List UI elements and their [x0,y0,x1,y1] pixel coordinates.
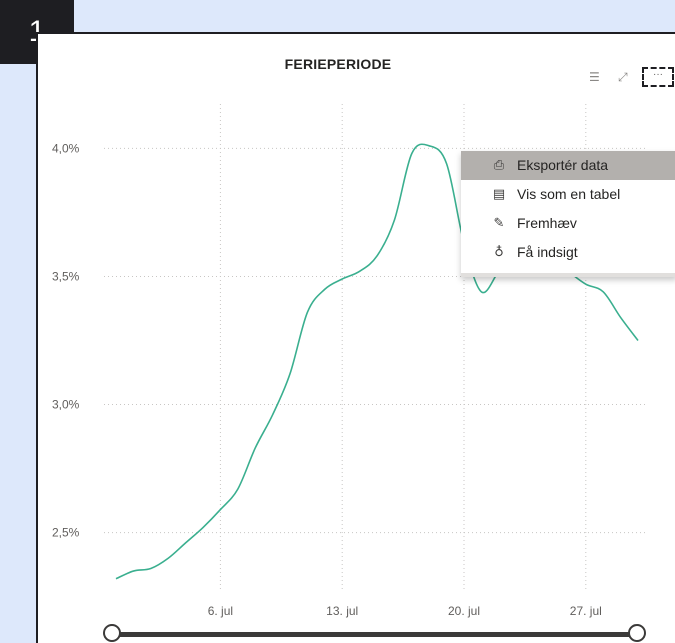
export-data-icon: ⎙ [493,158,505,173]
menu-item-spotlight[interactable]: ✎ Fremhæv [461,209,675,238]
filter-icon[interactable]: ☰ [589,70,600,84]
menu-item-show-as-table[interactable]: ▤ Vis som en tabel [461,180,675,209]
y-tick-label: 3,0% [52,398,80,412]
slider-start-handle[interactable] [103,624,121,642]
y-axis: 2,5% 3,0% 3,5% 4,0% [52,141,80,539]
menu-item-label: Fremhæv [517,215,577,231]
line-chart-visual[interactable]: FERIEPERIODE ☰ ⤢ ··· 2,5% 3,0% 3,5% 4,0% 6.… [36,32,675,643]
menu-item-label: Vis som en tabel [517,186,621,202]
x-tick-label: 20. jul [448,604,480,618]
menu-item-get-insights[interactable]: ♁ Få indsigt [461,238,675,267]
chart-title: FERIEPERIODE [284,56,392,72]
menu-item-export-data[interactable]: ⎙ Eksportér data [461,151,675,180]
menu-item-label: Eksportér data [517,157,609,173]
y-tick-label: 3,5% [52,269,80,283]
x-tick-label: 6. jul [208,604,233,618]
focus-mode-icon[interactable]: ⤢ [618,70,628,84]
x-tick-label: 27. jul [570,604,602,618]
show-as-table-icon: ▤ [492,187,506,202]
date-range-slider-track[interactable] [112,632,637,637]
more-options-icon[interactable]: ··· [642,67,674,87]
x-axis: 6. jul 13. jul 20. jul 27. jul [208,604,602,618]
context-menu: ⎙ Eksportér data ▤ Vis som en tabel ✎ Fr… [461,151,675,277]
spotlight-icon: ✎ [493,216,505,231]
y-tick-label: 4,0% [52,141,80,155]
menu-item-label: Få indsigt [517,244,578,260]
y-tick-label: 2,5% [52,526,80,540]
slider-end-handle[interactable] [628,624,646,642]
chart-plot-area: 2,5% 3,0% 3,5% 4,0% 6. jul 13. jul 20. jul 27.… [52,104,648,618]
x-tick-label: 13. jul [326,604,358,618]
lightbulb-icon: ♁ [494,245,504,260]
